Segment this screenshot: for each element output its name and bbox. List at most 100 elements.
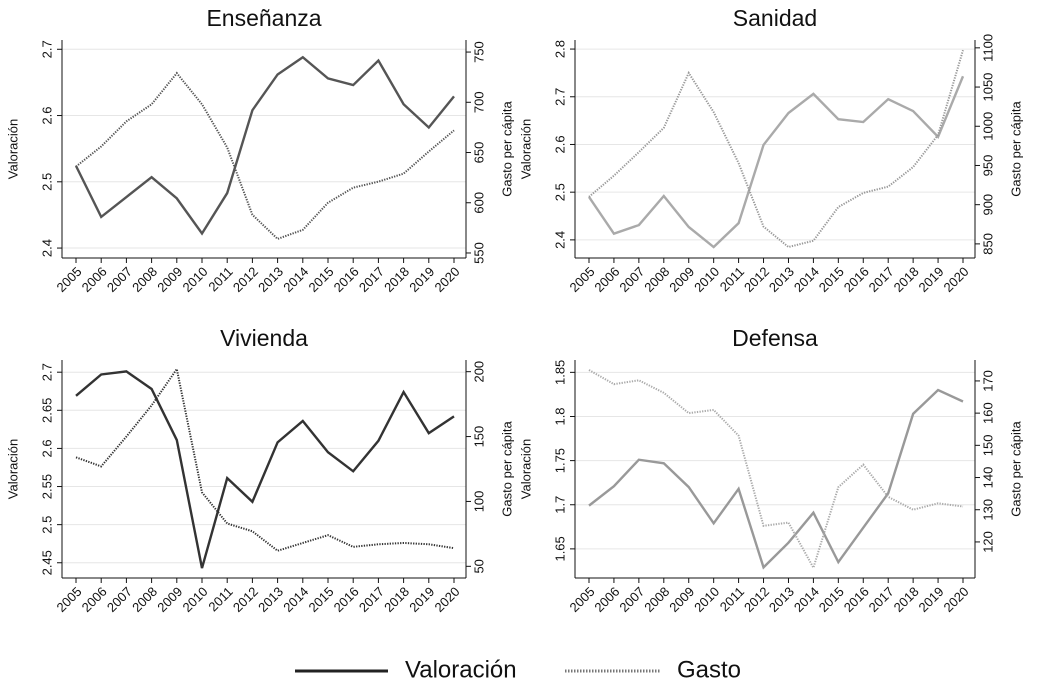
x-tick-label: 2014 [791, 584, 822, 615]
x-tick-label: 2009 [154, 584, 185, 615]
x-tick-label: 2005 [53, 264, 84, 295]
y-axis-label: Valoración [5, 119, 20, 179]
y-tick-label: 1.8 [552, 407, 567, 425]
y2-tick-label: 160 [980, 402, 995, 424]
x-tick-label: 2016 [331, 584, 362, 615]
x-tick-label: 2020 [940, 584, 971, 615]
y-tick-label: 1.75 [552, 448, 567, 473]
y-tick-label: 2.4 [39, 239, 54, 257]
x-tick-label: 2008 [129, 584, 160, 615]
x-tick-label: 2013 [766, 584, 797, 615]
x-tick-label: 2018 [381, 264, 412, 295]
x-tick-label: 2014 [280, 584, 311, 615]
y-axis-label: Valoración [518, 119, 533, 179]
y2-axis-label: Gasto per cápita [499, 421, 514, 517]
chart-title: Vivienda [220, 325, 308, 351]
y2-tick-label: 600 [471, 192, 486, 214]
y-tick-label: 2.8 [552, 40, 567, 58]
y2-tick-label: 50 [471, 559, 486, 573]
y2-tick-label: 950 [980, 155, 995, 177]
y-tick-label: 2.7 [39, 40, 54, 58]
y2-tick-label: 170 [980, 370, 995, 392]
y2-axis-label: Gasto per cápita [499, 101, 514, 197]
y-axis-label: Valoración [518, 439, 533, 499]
x-tick-label: 2005 [566, 264, 597, 295]
y-tick-label: 1.85 [552, 360, 567, 385]
x-tick-label: 2012 [741, 264, 772, 295]
y-tick-label: 1.65 [552, 536, 567, 561]
x-tick-label: 2019 [406, 264, 437, 295]
y-tick-label: 2.6 [39, 106, 54, 124]
y-tick-label: 1.7 [552, 496, 567, 514]
x-tick-label: 2008 [641, 584, 672, 615]
y2-tick-label: 650 [471, 142, 486, 164]
x-tick-label: 2019 [916, 264, 947, 295]
x-tick-label: 2020 [940, 264, 971, 295]
y-tick-label: 2.4 [552, 231, 567, 249]
y-tick-label: 2.5 [39, 173, 54, 191]
series-line [75, 370, 455, 569]
y-tick-label: 2.5 [552, 183, 567, 201]
x-tick-label: 2019 [916, 584, 947, 615]
series-line [588, 388, 964, 570]
x-tick-label: 2007 [104, 264, 135, 295]
y-tick-label: 2.45 [39, 550, 54, 575]
x-tick-label: 2015 [305, 264, 336, 295]
y2-tick-label: 150 [471, 426, 486, 448]
x-tick-label: 2017 [356, 584, 387, 615]
y-tick-label: 2.6 [552, 135, 567, 153]
x-tick-label: 2017 [866, 264, 897, 295]
y2-tick-label: 100 [471, 491, 486, 513]
series-line [75, 366, 455, 552]
chart-title: Sanidad [733, 5, 817, 31]
x-tick-label: 2009 [666, 584, 697, 615]
y2-tick-label: 750 [471, 41, 486, 63]
y-tick-label: 2.7 [552, 88, 567, 106]
legend-label: Gasto [677, 656, 741, 683]
y2-tick-label: 130 [980, 499, 995, 521]
x-tick-label: 2013 [255, 264, 286, 295]
y2-tick-label: 850 [980, 233, 995, 255]
x-tick-label: 2006 [79, 264, 110, 295]
x-tick-label: 2017 [356, 264, 387, 295]
x-tick-label: 2009 [666, 264, 697, 295]
x-tick-label: 2016 [331, 264, 362, 295]
y-tick-label: 2.5 [39, 516, 54, 534]
x-tick-label: 2012 [230, 584, 261, 615]
y2-axis-label: Gasto per cápita [1008, 101, 1023, 197]
x-tick-label: 2007 [616, 264, 647, 295]
x-tick-label: 2011 [205, 264, 235, 294]
x-tick-label: 2018 [891, 264, 922, 295]
y-tick-label: 2.55 [39, 474, 54, 499]
y2-tick-label: 900 [980, 194, 995, 216]
x-tick-label: 2012 [741, 584, 772, 615]
x-tick-label: 2016 [841, 584, 872, 615]
y2-axis-label: Gasto per cápita [1008, 421, 1023, 517]
x-tick-label: 2006 [591, 264, 622, 295]
x-tick-label: 2011 [205, 584, 235, 614]
x-tick-label: 2005 [53, 584, 84, 615]
y-tick-label: 2.7 [39, 363, 54, 381]
y2-tick-label: 140 [980, 467, 995, 489]
x-tick-label: 2010 [691, 584, 722, 615]
x-tick-label: 2015 [816, 584, 847, 615]
series-line [588, 369, 964, 571]
y-axis-label: Valoración [5, 439, 20, 499]
x-tick-label: 2008 [129, 264, 160, 295]
y2-tick-label: 1000 [980, 112, 995, 141]
x-tick-label: 2011 [717, 584, 747, 614]
y2-tick-label: 1050 [980, 73, 995, 102]
x-tick-label: 2014 [791, 264, 822, 295]
series-line [74, 55, 455, 236]
x-tick-label: 2015 [305, 584, 336, 615]
series-line [75, 71, 455, 241]
x-tick-label: 2005 [566, 584, 597, 615]
x-tick-label: 2007 [104, 584, 135, 615]
x-tick-label: 2015 [816, 264, 847, 295]
x-tick-label: 2006 [591, 584, 622, 615]
x-tick-label: 2013 [255, 584, 286, 615]
series-line [588, 75, 965, 249]
chart-title: Defensa [732, 325, 818, 351]
y2-tick-label: 150 [980, 434, 995, 456]
